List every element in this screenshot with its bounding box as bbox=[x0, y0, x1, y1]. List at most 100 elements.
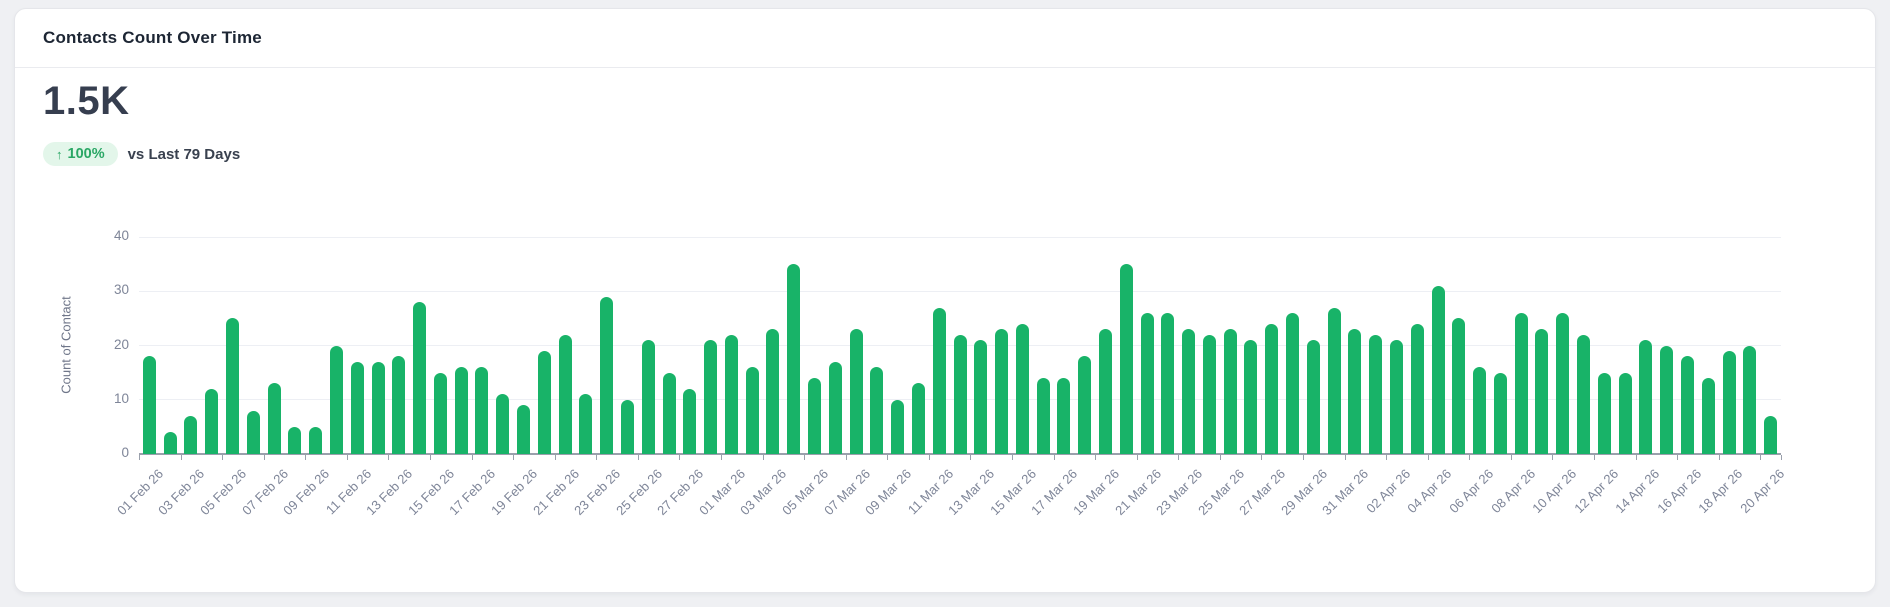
bar-11-Mar-26[interactable] bbox=[932, 307, 946, 454]
x-tick-label-14-Apr-26: 14 Apr 26 bbox=[1612, 466, 1663, 516]
x-tick bbox=[804, 455, 806, 460]
bar-27-Feb-26[interactable] bbox=[683, 388, 697, 454]
bar-11-Feb-26[interactable] bbox=[350, 361, 364, 454]
bar-25-Feb-26[interactable] bbox=[641, 340, 655, 454]
bar-05-Feb-26[interactable] bbox=[226, 318, 240, 454]
bar-09-Apr-26[interactable] bbox=[1535, 329, 1549, 454]
bar-21-Feb-26[interactable] bbox=[558, 334, 572, 454]
bar-08-Feb-26[interactable] bbox=[288, 426, 302, 454]
bar-07-Mar-26[interactable] bbox=[849, 329, 863, 454]
bar-10-Feb-26[interactable] bbox=[329, 345, 343, 454]
bar-09-Feb-26[interactable] bbox=[309, 426, 323, 454]
x-tick bbox=[1510, 455, 1512, 460]
bar-23-Feb-26[interactable] bbox=[600, 296, 614, 454]
bar-10-Mar-26[interactable] bbox=[911, 383, 925, 454]
bar-17-Mar-26[interactable] bbox=[1057, 378, 1071, 454]
bar-12-Feb-26[interactable] bbox=[371, 361, 385, 454]
bar-28-Feb-26[interactable] bbox=[704, 340, 718, 454]
bar-19-Feb-26[interactable] bbox=[517, 405, 531, 454]
bar-15-Apr-26[interactable] bbox=[1660, 345, 1674, 454]
bar-01-Apr-26[interactable] bbox=[1369, 334, 1383, 454]
x-tick-label-04-Apr-26: 04 Apr 26 bbox=[1404, 466, 1455, 516]
x-tick bbox=[1136, 455, 1138, 460]
x-tick bbox=[845, 455, 847, 460]
bar-11-Apr-26[interactable] bbox=[1577, 334, 1591, 454]
x-tick bbox=[513, 455, 515, 460]
bar-02-Feb-26[interactable] bbox=[163, 432, 177, 454]
bar-04-Mar-26[interactable] bbox=[787, 264, 801, 454]
bar-08-Mar-26[interactable] bbox=[870, 367, 884, 454]
bar-22-Mar-26[interactable] bbox=[1161, 312, 1175, 454]
bar-13-Apr-26[interactable] bbox=[1618, 372, 1632, 454]
x-tick bbox=[222, 455, 224, 460]
bar-31-Mar-26[interactable] bbox=[1348, 329, 1362, 454]
bar-16-Mar-26[interactable] bbox=[1036, 378, 1050, 454]
bar-18-Feb-26[interactable] bbox=[496, 394, 510, 454]
bar-13-Feb-26[interactable] bbox=[392, 356, 406, 454]
bar-03-Apr-26[interactable] bbox=[1410, 323, 1424, 454]
x-axis-line bbox=[139, 453, 1781, 455]
bar-20-Mar-26[interactable] bbox=[1119, 264, 1133, 454]
bar-07-Feb-26[interactable] bbox=[267, 383, 281, 454]
bar-25-Mar-26[interactable] bbox=[1223, 329, 1237, 454]
bar-20-Feb-26[interactable] bbox=[537, 350, 551, 454]
bar-19-Mar-26[interactable] bbox=[1098, 329, 1112, 454]
gridline-y40 bbox=[139, 236, 1781, 238]
bar-17-Feb-26[interactable] bbox=[475, 367, 489, 454]
x-tick-label-06-Apr-26: 06 Apr 26 bbox=[1446, 466, 1497, 516]
bar-12-Mar-26[interactable] bbox=[953, 334, 967, 454]
bar-03-Mar-26[interactable] bbox=[766, 329, 780, 454]
x-tick-label-08-Apr-26: 08 Apr 26 bbox=[1487, 466, 1538, 516]
bar-30-Mar-26[interactable] bbox=[1327, 307, 1341, 454]
bar-14-Apr-26[interactable] bbox=[1639, 340, 1653, 454]
x-tick-label-16-Apr-26: 16 Apr 26 bbox=[1654, 466, 1705, 516]
bar-14-Mar-26[interactable] bbox=[995, 329, 1009, 454]
bar-14-Feb-26[interactable] bbox=[413, 302, 427, 454]
bar-21-Mar-26[interactable] bbox=[1140, 312, 1154, 454]
bar-01-Mar-26[interactable] bbox=[724, 334, 738, 454]
bar-22-Feb-26[interactable] bbox=[579, 394, 593, 454]
bar-04-Feb-26[interactable] bbox=[205, 388, 219, 454]
bar-04-Apr-26[interactable] bbox=[1431, 285, 1445, 454]
bar-05-Apr-26[interactable] bbox=[1452, 318, 1466, 454]
bar-18-Mar-26[interactable] bbox=[1078, 356, 1092, 454]
bar-13-Mar-26[interactable] bbox=[974, 340, 988, 454]
bar-03-Feb-26[interactable] bbox=[184, 416, 198, 454]
contacts-count-card: Contacts Count Over Time 1.5K ↑ 100% vs … bbox=[14, 8, 1876, 593]
bar-07-Apr-26[interactable] bbox=[1493, 372, 1507, 454]
bar-23-Mar-26[interactable] bbox=[1182, 329, 1196, 454]
bar-28-Mar-26[interactable] bbox=[1286, 312, 1300, 454]
bar-12-Apr-26[interactable] bbox=[1597, 372, 1611, 454]
bar-02-Mar-26[interactable] bbox=[745, 367, 759, 454]
card-header: Contacts Count Over Time bbox=[15, 9, 1875, 68]
bar-20-Apr-26[interactable] bbox=[1764, 416, 1778, 454]
bar-29-Mar-26[interactable] bbox=[1306, 340, 1320, 454]
y-tick-label-0: 0 bbox=[121, 445, 129, 460]
bar-10-Apr-26[interactable] bbox=[1556, 312, 1570, 454]
bar-26-Mar-26[interactable] bbox=[1244, 340, 1258, 454]
bar-18-Apr-26[interactable] bbox=[1722, 350, 1736, 454]
bar-08-Apr-26[interactable] bbox=[1514, 312, 1528, 454]
bar-19-Apr-26[interactable] bbox=[1743, 345, 1757, 454]
bar-05-Mar-26[interactable] bbox=[808, 378, 821, 454]
bar-17-Apr-26[interactable] bbox=[1701, 378, 1715, 454]
bar-27-Mar-26[interactable] bbox=[1265, 323, 1279, 454]
y-tick-label-30: 30 bbox=[113, 282, 129, 298]
bar-24-Mar-26[interactable] bbox=[1202, 334, 1216, 454]
x-tick bbox=[346, 455, 348, 460]
bar-26-Feb-26[interactable] bbox=[662, 372, 676, 454]
y-tick-label-10: 10 bbox=[113, 390, 129, 406]
bar-24-Feb-26[interactable] bbox=[620, 399, 634, 454]
bar-06-Feb-26[interactable] bbox=[246, 410, 260, 454]
bar-15-Feb-26[interactable] bbox=[433, 372, 447, 454]
bar-06-Mar-26[interactable] bbox=[828, 361, 842, 454]
x-tick bbox=[1677, 455, 1679, 460]
bar-09-Mar-26[interactable] bbox=[891, 399, 905, 454]
bar-06-Apr-26[interactable] bbox=[1473, 367, 1487, 454]
bar-02-Apr-26[interactable] bbox=[1389, 340, 1403, 454]
bar-15-Mar-26[interactable] bbox=[1015, 323, 1029, 454]
x-tick bbox=[679, 455, 681, 460]
bar-16-Feb-26[interactable] bbox=[454, 367, 468, 454]
bar-16-Apr-26[interactable] bbox=[1680, 356, 1694, 454]
bar-01-Feb-26[interactable] bbox=[142, 356, 156, 454]
